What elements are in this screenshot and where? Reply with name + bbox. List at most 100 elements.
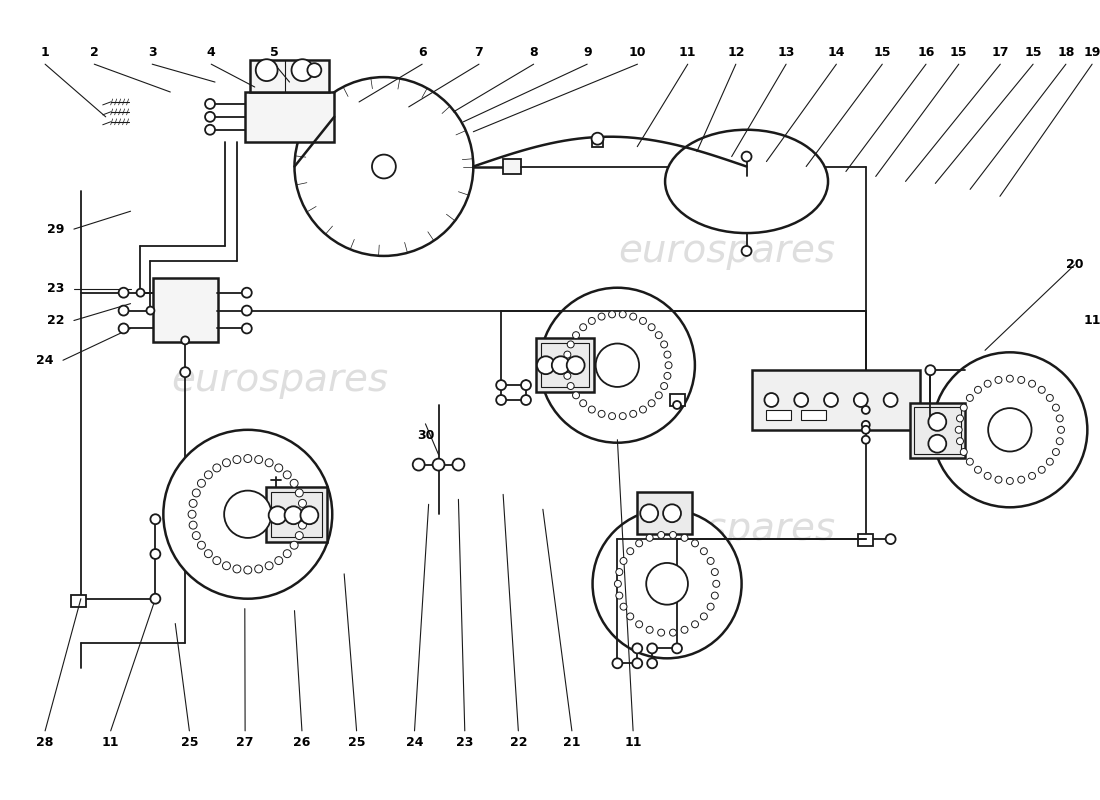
Text: 11: 11 xyxy=(1084,314,1100,327)
Text: 7: 7 xyxy=(474,46,483,58)
Circle shape xyxy=(566,356,584,374)
Circle shape xyxy=(198,542,206,550)
Circle shape xyxy=(1028,473,1035,479)
Text: 6: 6 xyxy=(418,46,427,58)
Text: 27: 27 xyxy=(236,736,254,750)
Circle shape xyxy=(290,479,298,487)
Circle shape xyxy=(647,643,657,654)
Text: 18: 18 xyxy=(1057,46,1075,58)
Circle shape xyxy=(854,393,868,407)
Circle shape xyxy=(666,362,672,369)
Circle shape xyxy=(222,562,230,570)
Text: 19: 19 xyxy=(1084,46,1100,58)
Bar xyxy=(541,343,589,387)
Circle shape xyxy=(537,356,554,374)
Text: 15: 15 xyxy=(1024,46,1042,58)
Circle shape xyxy=(639,318,647,325)
Bar xyxy=(801,410,826,420)
Text: 2: 2 xyxy=(90,46,99,58)
Text: eurospares: eurospares xyxy=(618,232,835,270)
Circle shape xyxy=(521,395,531,405)
Text: 15: 15 xyxy=(873,46,891,58)
Circle shape xyxy=(619,311,626,318)
Circle shape xyxy=(1056,438,1064,445)
Circle shape xyxy=(275,464,283,472)
Circle shape xyxy=(552,356,570,374)
Circle shape xyxy=(955,426,962,434)
Circle shape xyxy=(564,351,571,358)
Circle shape xyxy=(764,393,779,407)
Circle shape xyxy=(1057,426,1065,434)
Circle shape xyxy=(661,382,668,390)
Circle shape xyxy=(307,63,321,77)
Circle shape xyxy=(242,306,252,315)
Circle shape xyxy=(984,473,991,479)
Bar xyxy=(751,370,921,430)
Circle shape xyxy=(629,410,637,418)
Circle shape xyxy=(1056,415,1064,422)
Circle shape xyxy=(984,380,991,387)
Circle shape xyxy=(189,521,197,529)
Circle shape xyxy=(656,392,662,398)
Circle shape xyxy=(664,372,671,379)
Circle shape xyxy=(608,413,616,419)
Circle shape xyxy=(632,658,642,668)
Circle shape xyxy=(151,594,161,604)
Circle shape xyxy=(1028,380,1035,387)
Bar xyxy=(911,403,965,458)
Circle shape xyxy=(670,629,676,636)
Text: 9: 9 xyxy=(583,46,592,58)
Circle shape xyxy=(255,59,277,81)
Bar xyxy=(536,338,594,392)
Circle shape xyxy=(596,343,639,387)
Text: 14: 14 xyxy=(827,46,845,58)
Circle shape xyxy=(432,458,444,470)
Circle shape xyxy=(255,456,263,463)
Circle shape xyxy=(646,534,653,542)
Text: 1: 1 xyxy=(41,46,50,58)
Circle shape xyxy=(119,323,129,334)
Circle shape xyxy=(580,400,586,406)
Text: 20: 20 xyxy=(1066,258,1083,271)
Bar xyxy=(670,394,685,406)
Circle shape xyxy=(629,313,637,320)
Text: 8: 8 xyxy=(529,46,538,58)
Bar xyxy=(271,493,322,537)
Text: 11: 11 xyxy=(625,736,641,750)
Text: 28: 28 xyxy=(36,736,54,750)
Circle shape xyxy=(636,621,642,628)
Circle shape xyxy=(298,521,307,529)
Circle shape xyxy=(189,499,197,507)
Text: 22: 22 xyxy=(509,736,527,750)
Text: 3: 3 xyxy=(147,46,156,58)
Circle shape xyxy=(205,471,212,479)
Circle shape xyxy=(681,534,688,542)
Circle shape xyxy=(707,603,714,610)
Circle shape xyxy=(664,351,671,358)
Bar xyxy=(637,493,692,534)
Circle shape xyxy=(588,406,595,413)
Circle shape xyxy=(925,366,935,375)
Text: 4: 4 xyxy=(207,46,216,58)
Circle shape xyxy=(960,449,967,455)
Circle shape xyxy=(957,415,964,422)
Circle shape xyxy=(198,479,206,487)
Circle shape xyxy=(701,548,707,554)
Circle shape xyxy=(213,557,221,565)
Circle shape xyxy=(861,421,870,429)
Bar xyxy=(266,487,328,542)
Circle shape xyxy=(244,566,252,574)
Circle shape xyxy=(452,458,464,470)
Circle shape xyxy=(658,531,664,538)
Circle shape xyxy=(1038,466,1045,474)
Circle shape xyxy=(192,489,200,497)
Circle shape xyxy=(265,562,273,570)
Circle shape xyxy=(592,133,604,145)
Bar xyxy=(767,410,791,420)
Circle shape xyxy=(1046,458,1054,465)
Text: 10: 10 xyxy=(629,46,646,58)
Circle shape xyxy=(673,401,681,409)
Circle shape xyxy=(996,476,1002,483)
Circle shape xyxy=(412,458,425,470)
Circle shape xyxy=(244,454,252,462)
